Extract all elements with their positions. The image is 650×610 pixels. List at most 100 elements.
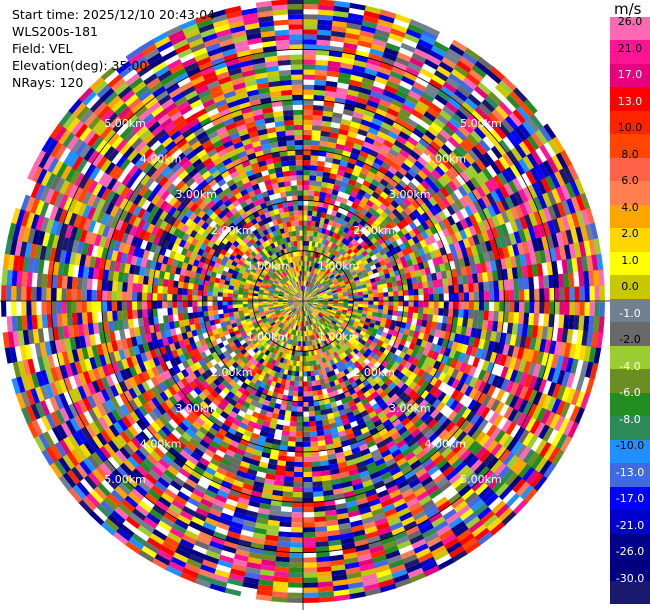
radar-gate [523,387,534,403]
radar-gate [205,368,213,377]
radar-gate [534,338,542,353]
radar-gate [301,597,319,603]
radar-gate [397,544,414,556]
radar-gate [36,355,46,372]
radar-gate [403,386,413,396]
radar-gate [334,331,341,337]
radar-gate [132,245,141,257]
radar-gate [243,477,255,486]
radar-gate [125,412,136,426]
radar-gate [286,288,292,293]
radar-gate [69,416,81,432]
radar-gate [79,228,88,243]
radar-gate [152,356,161,367]
radar-gate [210,324,217,331]
radar-gate [443,537,460,550]
radar-gate [314,374,320,381]
radar-gate [315,379,321,386]
radar-gate [153,480,167,493]
radar-gate [243,243,250,251]
radar-gate [102,442,116,457]
radar-gate [152,315,159,325]
radar-gate [133,226,143,238]
radar-gate [534,457,548,474]
radar-gate [322,489,334,497]
radar-gate [58,208,69,224]
radar-gate [470,443,483,457]
radar-gate [299,356,303,362]
radar-gate [82,456,96,472]
radar-gate [337,342,344,349]
radar-gate [302,517,315,523]
radar-gate [97,416,109,430]
radar-gate [459,372,469,384]
radar-gate [157,300,163,309]
radar-gate [267,326,274,332]
radar-gate [130,451,143,465]
radar-gate [305,310,307,316]
radar-gate [179,325,187,334]
radar-gate [453,308,459,318]
radar-gate [170,186,180,197]
radar-gate [305,305,309,310]
radar-gate [159,199,169,211]
radar-gate [166,182,177,194]
radar-gate [352,534,367,543]
radar-gate [142,342,150,353]
radar-gate [337,430,347,438]
radar-gate [139,128,153,141]
radar-gate [84,254,92,268]
radar-gate [262,296,268,300]
radar-gate [323,504,337,512]
radar-gate [191,420,202,431]
radar-gate [280,501,293,508]
radar-gate [290,375,296,382]
radar-gate [271,581,289,588]
radar-gate [447,316,454,326]
radar-gate [431,351,440,361]
radar-gate [106,226,116,239]
radar-gate [64,223,74,239]
radar-gate [465,345,474,357]
radar-gate [176,380,185,390]
radar-gate [16,314,23,331]
radar-gate [247,403,256,412]
radar-gate [410,538,427,550]
radar-gate [197,284,204,291]
radar-gate [237,297,243,301]
radar-gate [31,313,38,330]
radar-gate [11,299,17,317]
radar-gate [178,238,187,248]
radar-gate [368,301,374,305]
radar-gate [580,376,590,394]
radar-gate [185,366,194,375]
radar-gate [463,471,478,485]
radar-gate [147,468,161,481]
radar-gate [326,387,333,394]
radar-gate [68,374,78,390]
radar-gate [338,334,345,341]
radar-gate [379,402,389,412]
radar-gate [400,375,409,384]
radar-gate [450,550,468,564]
radar-gate [310,451,320,457]
radar-gate [357,333,364,340]
radar-gate [59,222,69,238]
radar-gate [404,525,420,536]
radar-gate [355,460,367,469]
radar-gate [275,424,284,431]
radar-gate [208,540,224,550]
radar-gate [295,309,299,315]
radar-gate [474,431,487,445]
radar-gate [354,492,367,501]
radar-gate [393,453,405,463]
radar-gate [368,410,377,419]
radar-gate [268,293,274,297]
radar-gate [171,162,183,173]
radar-gate [25,388,36,406]
radar-gate [257,574,275,582]
radar-gate [288,317,292,323]
radar-gate [409,505,424,517]
radar-gate [59,178,71,195]
radar-gate [98,171,110,186]
